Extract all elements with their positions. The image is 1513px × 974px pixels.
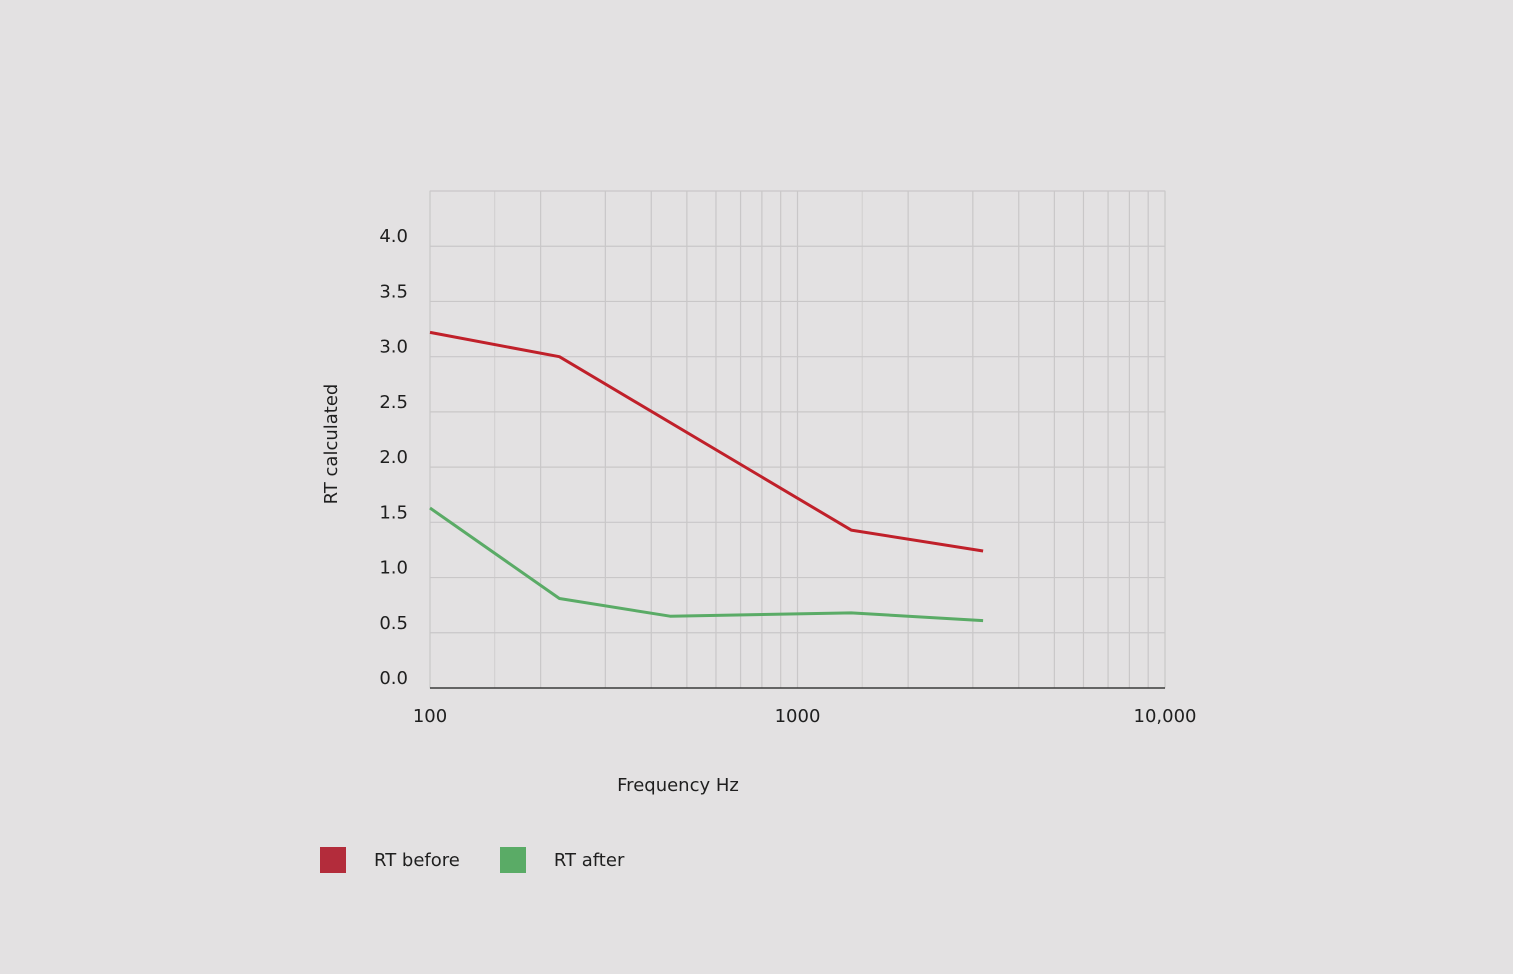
legend-label-rt-before: RT before bbox=[374, 849, 460, 871]
y-tick-label: 1.0 bbox=[379, 558, 408, 579]
y-tick-label: 2.0 bbox=[379, 447, 408, 468]
y-axis-ticks: 0.0 0.5 1.0 1.5 2.0 2.5 3.0 3.5 4.0 bbox=[379, 226, 408, 689]
y-tick-label: 3.0 bbox=[379, 337, 408, 358]
y-tick-label: 1.5 bbox=[379, 502, 408, 523]
legend-item-rt-before: RT before bbox=[320, 847, 460, 873]
series-line-rt-before bbox=[429, 330, 984, 553]
y-tick-label: 3.5 bbox=[379, 281, 408, 302]
chart-grid bbox=[429, 190, 1166, 689]
x-tick-label: 10,000 bbox=[1134, 706, 1197, 727]
y-tick-label: 4.0 bbox=[379, 226, 408, 247]
legend-item-rt-after: RT after bbox=[499, 847, 625, 873]
x-tick-label: 1000 bbox=[775, 706, 821, 727]
x-axis-ticks: 100 1000 10,000 bbox=[413, 706, 1197, 727]
chart-legend: RT before RT after bbox=[320, 847, 664, 873]
y-tick-label: 2.5 bbox=[379, 392, 408, 413]
legend-label-rt-after: RT after bbox=[553, 849, 625, 871]
x-axis-title: Frequency Hz bbox=[617, 775, 739, 796]
legend-swatch-rt-after bbox=[499, 847, 526, 873]
series-lines bbox=[429, 330, 984, 623]
y-axis-title: RT calculated bbox=[321, 384, 342, 505]
y-tick-label: 0.5 bbox=[379, 613, 408, 634]
x-tick-label: 100 bbox=[413, 706, 447, 727]
y-tick-label: 0.0 bbox=[379, 668, 408, 689]
legend-swatch-rt-before bbox=[320, 847, 346, 873]
series-line-rt-after bbox=[429, 506, 984, 623]
